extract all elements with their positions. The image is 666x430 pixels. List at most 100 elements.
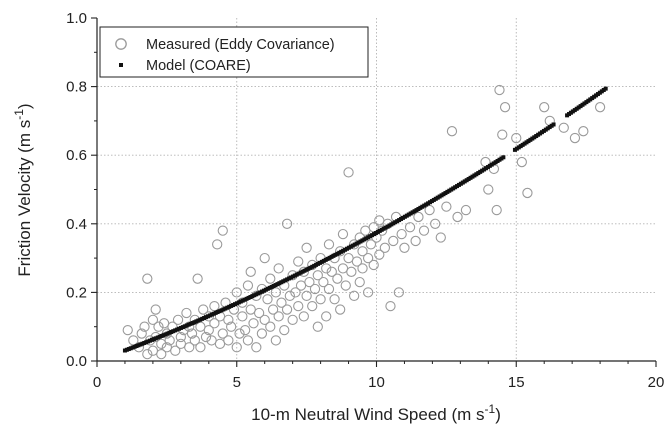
measured-point bbox=[237, 311, 248, 322]
measured-point bbox=[522, 187, 533, 199]
measured-point bbox=[312, 321, 323, 332]
x-tick-label: 10 bbox=[368, 374, 385, 391]
measured-point bbox=[184, 342, 195, 353]
measured-point bbox=[293, 256, 304, 267]
y-tick-label: 0.0 bbox=[66, 353, 87, 370]
measured-point bbox=[175, 331, 186, 343]
measured-point bbox=[351, 256, 363, 267]
legend-measured-label: Measured (Eddy Covariance) bbox=[146, 37, 335, 53]
measured-point bbox=[346, 266, 357, 277]
measured-point bbox=[170, 345, 181, 356]
data-marks bbox=[122, 84, 608, 360]
y-axis-label-close: ) bbox=[15, 103, 34, 109]
measured-point bbox=[499, 102, 511, 113]
measured-point bbox=[147, 314, 159, 325]
measured-point bbox=[497, 129, 508, 140]
measured-point bbox=[142, 348, 153, 360]
measured-point bbox=[198, 304, 209, 315]
measured-point bbox=[150, 304, 161, 315]
x-tick-label: 5 bbox=[233, 374, 241, 391]
legend-box bbox=[99, 26, 369, 78]
measured-point bbox=[321, 311, 332, 322]
measured-point bbox=[301, 290, 312, 301]
measured-point bbox=[136, 328, 147, 339]
measured-point bbox=[424, 204, 435, 216]
measured-point bbox=[195, 342, 206, 353]
x-axis-label-text: 10-m Neutral Wind Speed (m s bbox=[251, 405, 484, 424]
measured-point bbox=[516, 156, 527, 168]
measured-point bbox=[393, 287, 405, 298]
x-axis-label-exponent: -1 bbox=[485, 402, 496, 416]
measured-point bbox=[430, 218, 441, 229]
measured-point bbox=[494, 84, 505, 96]
x-tick-label: 0 bbox=[93, 374, 101, 391]
measured-point bbox=[234, 328, 245, 339]
measured-point bbox=[312, 270, 323, 281]
measured-point bbox=[340, 280, 351, 291]
y-tick-label: 0.6 bbox=[66, 147, 87, 164]
measured-point bbox=[267, 304, 279, 315]
measured-point bbox=[281, 218, 293, 229]
model-point bbox=[551, 122, 556, 127]
measured-point bbox=[242, 335, 254, 346]
measured-point bbox=[217, 328, 228, 339]
measured-point bbox=[276, 297, 287, 308]
legend: Measured (Eddy Covariance) Model (COARE) bbox=[99, 26, 369, 78]
measured-point bbox=[153, 321, 164, 332]
measured-point bbox=[200, 331, 212, 343]
measured-point bbox=[203, 324, 214, 336]
x-tick-label: 15 bbox=[508, 374, 525, 391]
legend-model-label: Model (COARE) bbox=[146, 58, 251, 74]
measured-point bbox=[156, 348, 167, 360]
measured-point bbox=[259, 252, 270, 264]
measured-point bbox=[223, 314, 234, 325]
measured-point bbox=[284, 290, 296, 301]
measured-point bbox=[483, 184, 494, 195]
measured-point bbox=[290, 287, 301, 298]
x-axis-label: 10-m Neutral Wind Speed (m s-1) bbox=[251, 402, 501, 424]
measured-point bbox=[172, 314, 184, 325]
y-axis-label-text: Friction Velocity (m s bbox=[15, 120, 34, 277]
measured-point bbox=[195, 321, 206, 332]
measured-point bbox=[539, 102, 550, 113]
measured-point bbox=[287, 314, 298, 325]
measured-point bbox=[309, 283, 321, 295]
measured-point bbox=[374, 215, 385, 226]
measured-point bbox=[357, 246, 368, 257]
measured-point bbox=[441, 201, 452, 212]
measured-point bbox=[304, 276, 315, 288]
measured-point bbox=[209, 300, 220, 312]
measured-point bbox=[511, 132, 522, 144]
measured-point bbox=[226, 321, 237, 332]
measured-point bbox=[273, 263, 284, 274]
model-point bbox=[501, 155, 506, 160]
measured-point bbox=[418, 225, 430, 236]
measured-point bbox=[362, 287, 374, 298]
measured-point bbox=[396, 228, 407, 240]
measured-point bbox=[460, 204, 472, 216]
measured-point bbox=[335, 304, 346, 315]
measured-point bbox=[323, 239, 335, 250]
measured-point bbox=[321, 263, 332, 274]
measured-point bbox=[491, 204, 502, 216]
measured-point bbox=[217, 225, 228, 236]
measured-point bbox=[251, 342, 262, 353]
measured-point bbox=[273, 311, 284, 322]
measured-point bbox=[262, 294, 273, 305]
y-tick-label: 1.0 bbox=[66, 10, 87, 27]
measured-point bbox=[343, 252, 354, 264]
axis-ticks: 0 5 10 15 20 0.0 0.2 0.4 0.6 0.8 1.0 bbox=[66, 10, 664, 391]
x-axis-label-close: ) bbox=[495, 405, 501, 424]
measured-point bbox=[404, 222, 416, 233]
measured-point bbox=[410, 235, 421, 247]
measured-point bbox=[242, 280, 254, 291]
measured-point bbox=[354, 276, 365, 288]
measured-point bbox=[343, 167, 354, 178]
measured-point bbox=[360, 225, 371, 236]
x-tick-label: 20 bbox=[648, 374, 665, 391]
measured-point bbox=[332, 273, 343, 284]
measured-point bbox=[265, 321, 276, 332]
measured-point bbox=[348, 290, 360, 301]
measured-point bbox=[298, 311, 309, 322]
